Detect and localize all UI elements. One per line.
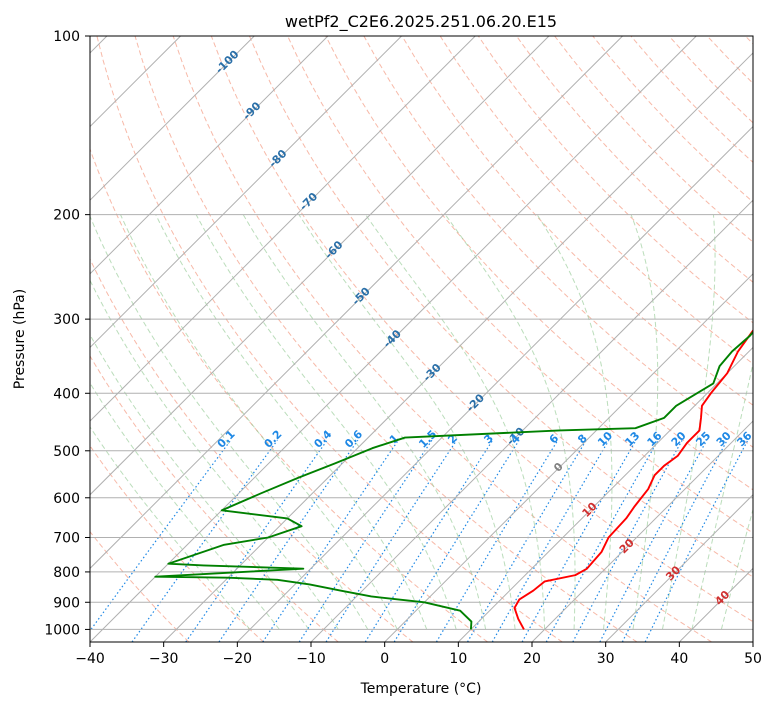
moist-adiabat-line — [90, 279, 339, 630]
x-tick-label: 40 — [670, 651, 688, 667]
isotherm-line — [90, 36, 329, 275]
mixing-ratio-line — [90, 439, 232, 632]
mixing-ratio-line — [466, 439, 587, 642]
x-tick-label: −20 — [223, 651, 253, 667]
isotherm-line — [236, 125, 753, 642]
dry-adiabat-line — [439, 36, 753, 365]
tick-marks — [85, 35, 754, 647]
y-tick-label: 300 — [53, 312, 80, 328]
moist-adiabat-line — [120, 214, 398, 630]
mixing-ratio-line — [521, 439, 637, 642]
dry-adiabat-line — [96, 36, 563, 642]
chart-title: wetPf2_C2E6.2025.251.06.20.E15 — [285, 12, 557, 32]
mixing-ratio-line — [325, 439, 458, 642]
mixing-ratio-line — [218, 439, 359, 642]
y-tick-label: 200 — [53, 208, 80, 224]
mixing-ratio-line — [545, 439, 659, 642]
mixing-ratio-line — [298, 439, 433, 642]
isotherm-line — [90, 36, 697, 642]
isotherm-line — [531, 420, 753, 642]
x-tick-label: −40 — [75, 651, 105, 667]
mixing-ratio-line — [131, 439, 278, 642]
y-tick-label: 700 — [53, 531, 80, 547]
y-tick-label: 500 — [53, 444, 80, 460]
x-tick-label: 20 — [523, 651, 541, 667]
dry-adiabat-line — [90, 530, 190, 642]
isotherm-line — [457, 346, 753, 642]
isotherm-line — [90, 36, 623, 570]
dry-adiabat-line — [90, 147, 488, 642]
dry-adiabat-line — [210, 36, 753, 623]
mixing-ratio-line — [262, 439, 399, 642]
dry-adiabat-line — [516, 36, 753, 283]
moist-adiabat-line — [155, 214, 428, 630]
x-tick-label: 50 — [744, 651, 762, 667]
dry-adiabat-line — [90, 354, 339, 642]
moist-adiabat-line — [298, 214, 516, 630]
y-tick-label: 100 — [53, 29, 80, 45]
mixing-ratio-label: 36 — [734, 429, 754, 449]
isotherm-line — [90, 36, 402, 349]
x-tick-label: −10 — [296, 651, 326, 667]
mixing-ratio-line — [364, 439, 494, 642]
profile-lines — [154, 329, 753, 630]
y-tick-label: 400 — [53, 386, 80, 402]
mixing-ratio-line — [435, 439, 559, 642]
plot-background — [90, 36, 753, 642]
x-tick-label: −30 — [149, 651, 179, 667]
x-tick-label: 0 — [380, 651, 389, 667]
tick-labels: −40 −30 −20 −10 0 10 20 30 40 50 100 200 300 400 500 60… — [44, 29, 762, 667]
dry-adiabat-line — [172, 36, 712, 642]
y-tick-label: 1000 — [44, 622, 80, 638]
isotherm-line — [605, 494, 753, 642]
isotherm-line — [752, 641, 753, 642]
y-axis-label: Pressure (hPa) — [12, 289, 28, 389]
mixing-ratio-line — [185, 439, 328, 642]
mixing-ratio-line — [572, 439, 683, 642]
y-tick-label: 600 — [53, 491, 80, 507]
x-tick-label: 30 — [597, 651, 615, 667]
isotherm-line — [384, 273, 753, 642]
dry-adiabat-line — [401, 36, 753, 406]
dry-adiabat-line — [134, 36, 638, 642]
plot-frame — [89, 35, 754, 643]
isotherm-line — [310, 199, 753, 642]
dry-adiabat-line — [90, 444, 264, 642]
isotherm-line — [90, 36, 476, 422]
mixing-ratio-line — [491, 439, 610, 642]
x-tick-label: 10 — [449, 651, 467, 667]
x-axis-label: Temperature (°C) — [360, 681, 482, 697]
dewpoint-profile-line — [154, 330, 753, 630]
dry-adiabat-line — [325, 36, 753, 491]
isotherm-line — [163, 52, 753, 642]
y-tick-label: 900 — [53, 595, 80, 611]
background-lines — [90, 36, 753, 642]
y-tick-label: 800 — [53, 565, 80, 581]
isotherm-line — [90, 36, 550, 496]
isotherm-line — [90, 36, 255, 201]
temperature-profile-line — [513, 329, 753, 630]
dry-adiabat-line — [249, 36, 753, 578]
